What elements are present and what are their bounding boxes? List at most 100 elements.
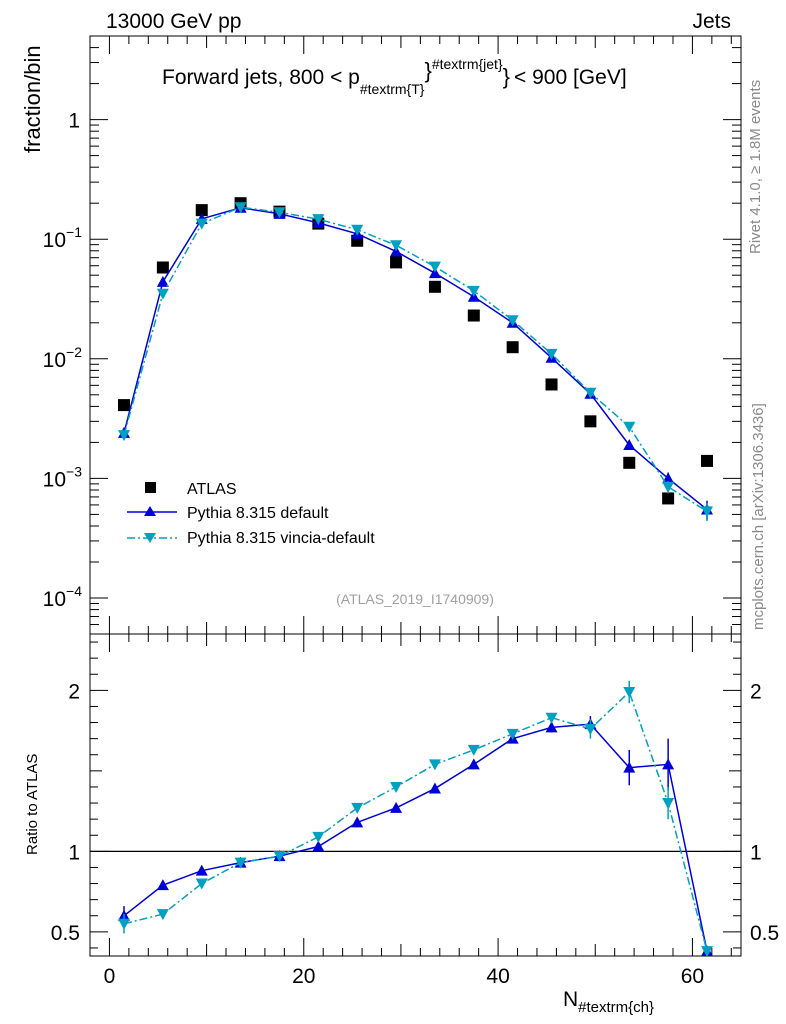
data-point-0 xyxy=(662,492,675,505)
y-tick-label-exponent: −3 xyxy=(66,463,82,479)
data-point-2 xyxy=(700,506,713,518)
ratio-point-1 xyxy=(700,946,713,956)
ratio-point-0 xyxy=(662,758,675,770)
ratio-y-tick-label-right: 1 xyxy=(750,841,762,864)
ratio-y-tick-label-right: 0.5 xyxy=(750,922,779,945)
ratio-point-0 xyxy=(312,840,325,852)
ratio-panel: 0.5 0.5 1 1 2 2 0 20 40 60 Ratio to ATLAS N#text… xyxy=(24,633,779,1016)
data-point-2 xyxy=(584,387,597,399)
data-point-2 xyxy=(662,481,675,493)
x-tick-label: 0 xyxy=(104,965,116,988)
y-tick-label: 1 xyxy=(68,110,80,133)
legend-marker-vincia xyxy=(144,533,156,543)
mcplots-label: mcplots.cern.ch [arXiv:1306.3436] xyxy=(750,403,767,630)
ratio-point-1 xyxy=(584,723,597,735)
ratio-y-tick-label-left: 0.5 xyxy=(51,922,80,945)
data-point-0 xyxy=(545,378,558,391)
y-tick-label-base: 10 xyxy=(43,468,66,491)
legend-label-vincia: Pythia 8.315 vincia-default xyxy=(187,530,375,547)
y-tick-label: 10−2 xyxy=(43,344,83,372)
chart-title: Forward jets, 800 < p#textrm{T}}#textrm{… xyxy=(162,56,627,97)
ratio-point-1 xyxy=(506,728,519,740)
data-point-2 xyxy=(428,261,441,273)
ratio-frame xyxy=(89,633,742,957)
ratio-point-0 xyxy=(390,801,403,813)
y-tick-label-base: 10 xyxy=(43,588,66,611)
x-axis-label-main: N xyxy=(563,988,578,1011)
chart-title-main: Forward jets, 800 < p xyxy=(162,66,360,89)
data-point-2 xyxy=(156,288,169,300)
chart-title-subscript: #textrm{T} xyxy=(360,81,425,97)
data-point-2 xyxy=(312,214,325,226)
data-point-1 xyxy=(623,439,636,451)
x-axis-label-subscript: #textrm{ch} xyxy=(578,999,654,1016)
data-point-0 xyxy=(467,309,480,322)
y-tick-label-base: 10 xyxy=(43,229,66,252)
process-label: Jets xyxy=(692,10,731,33)
y-axis-label: fraction/bin xyxy=(20,45,45,153)
ratio-y-tick-label-left: 1 xyxy=(68,841,80,864)
ratio-point-1 xyxy=(156,909,169,921)
data-point-1 xyxy=(156,275,169,287)
data-point-2 xyxy=(351,224,364,236)
ratio-y-tick-label-left: 2 xyxy=(68,680,80,703)
ratio-point-1 xyxy=(312,831,325,843)
chart-title-superscript: #textrm{jet} xyxy=(432,56,503,72)
main-x-ticks xyxy=(108,36,732,634)
chart-title-tail: < 900 [GeV] xyxy=(514,66,627,89)
series-line-2 xyxy=(123,206,708,513)
y-tick-label: 10−4 xyxy=(43,583,83,611)
y-tick-label: 10−1 xyxy=(43,224,83,252)
data-point-2 xyxy=(273,207,286,219)
ratio-point-1 xyxy=(234,857,247,869)
ratio-point-0 xyxy=(156,879,169,891)
legend-marker-default xyxy=(144,506,156,516)
data-point-2 xyxy=(506,315,519,327)
x-tick-label: 60 xyxy=(681,965,704,988)
chart-title-brace-close: } xyxy=(503,64,510,89)
data-point-2 xyxy=(545,348,558,360)
data-point-2 xyxy=(467,285,480,297)
ratio-point-1 xyxy=(195,878,208,890)
main-data-marks xyxy=(118,197,713,522)
data-point-2 xyxy=(390,240,403,252)
ratio-point-0 xyxy=(195,864,208,876)
legend-marker-atlas xyxy=(145,482,156,493)
ratio-point-1 xyxy=(118,918,131,930)
data-point-2 xyxy=(623,421,636,433)
ratio-point-1 xyxy=(390,781,403,793)
ratio-point-0 xyxy=(623,761,636,773)
rivet-version-label: Rivet 4.1.0, ≥ 1.8M events xyxy=(747,80,764,254)
x-tick-label: 40 xyxy=(486,965,509,988)
ratio-point-1 xyxy=(662,798,675,810)
y-tick-label-exponent: −1 xyxy=(66,224,82,240)
ratio-x-ticks: 0 20 40 60 xyxy=(104,634,732,988)
data-point-2 xyxy=(195,218,208,230)
y-tick-label-base: 10 xyxy=(43,349,66,372)
ratio-y-ticks: 0.5 0.5 1 1 2 2 xyxy=(51,641,779,949)
data-point-0 xyxy=(584,415,597,428)
data-point-0 xyxy=(428,280,441,293)
data-point-0 xyxy=(623,456,636,469)
y-tick-label: 10−3 xyxy=(43,463,83,491)
data-point-0 xyxy=(118,399,131,412)
ratio-line-0 xyxy=(123,723,708,952)
energy-label: 13000 GeV pp xyxy=(106,10,241,33)
data-point-0 xyxy=(506,341,519,354)
y-tick-label-exponent: −4 xyxy=(66,583,82,599)
main-panel: 110−110−210−310−4 fraction/bin Forward j… xyxy=(20,35,742,635)
data-point-0 xyxy=(195,204,208,217)
data-point-0 xyxy=(390,256,403,269)
legend-label-atlas: ATLAS xyxy=(187,481,237,498)
series-line-1 xyxy=(123,207,708,511)
ratio-point-0 xyxy=(467,758,480,770)
ratio-data-marks xyxy=(90,680,741,956)
y-tick-label-exponent: −2 xyxy=(66,344,82,360)
chart-title-brace: } xyxy=(424,58,431,83)
ratio-point-0 xyxy=(545,721,558,733)
ratio-point-1 xyxy=(351,802,364,814)
legend-label-default: Pythia 8.315 default xyxy=(187,505,329,522)
legend: ATLAS Pythia 8.315 default Pythia 8.315 … xyxy=(127,481,375,547)
ratio-series-group xyxy=(118,680,713,956)
